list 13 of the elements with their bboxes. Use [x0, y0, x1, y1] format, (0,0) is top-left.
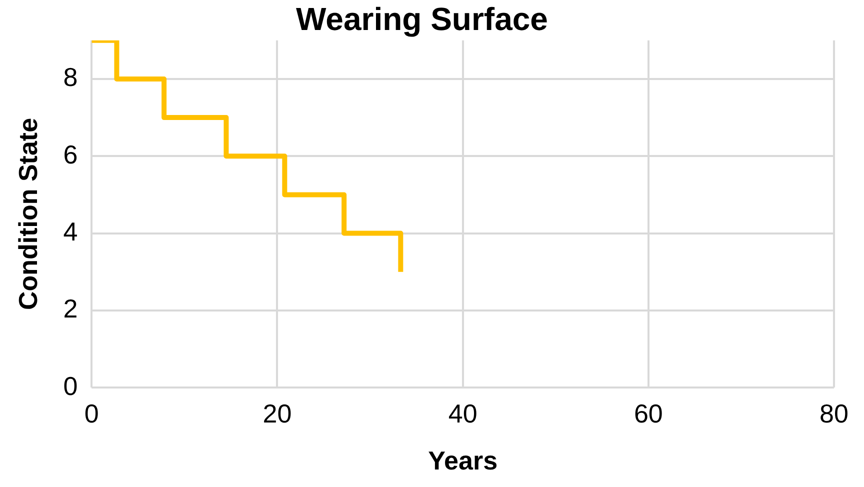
y-tick-label: 6 [63, 139, 78, 170]
x-axis-title: Years [428, 446, 498, 476]
y-axis-title: Condition State [12, 118, 43, 310]
y-tick-label: 8 [63, 62, 78, 92]
x-tick-label: 20 [262, 398, 292, 428]
chart-title: Wearing Surface [296, 1, 548, 38]
y-tick-label: 4 [63, 216, 78, 246]
x-tick-label: 40 [448, 398, 478, 428]
y-tick-label: 0 [63, 370, 78, 401]
x-tick-label: 60 [634, 398, 663, 428]
x-tick-label: 80 [820, 398, 848, 428]
x-tick-label: 0 [84, 398, 99, 428]
y-tick-label: 2 [63, 294, 78, 324]
